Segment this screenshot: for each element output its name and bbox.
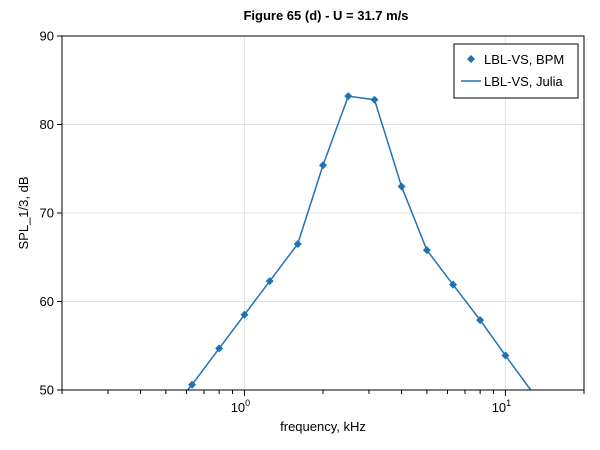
x-ticks: 100 101 <box>61 390 585 415</box>
x-axis-label: frequency, kHz <box>280 419 366 434</box>
data-point-bpm <box>293 239 302 248</box>
data-point-bpm <box>501 351 510 360</box>
data-point-bpm <box>397 182 406 191</box>
data-point-bpm <box>476 316 485 325</box>
data-point-bpm <box>344 92 353 101</box>
y-tick-label: 50 <box>40 383 54 398</box>
series-layer <box>186 92 532 390</box>
data-point-bpm <box>265 277 274 286</box>
legend: LBL-VS, BPM LBL-VS, Julia <box>453 43 579 99</box>
data-point-bpm <box>240 310 249 319</box>
data-point-bpm <box>215 344 224 353</box>
y-tick-label: 80 <box>40 117 54 132</box>
x-tick-label: 101 <box>492 398 511 415</box>
legend-marker-diamond <box>467 55 475 63</box>
y-ticks: 50 60 70 80 90 <box>40 29 62 398</box>
y-tick-label: 60 <box>40 294 54 309</box>
y-axis-label: SPL_1/3, dB <box>16 177 31 250</box>
chart-title: Figure 65 (d) - U = 31.7 m/s <box>243 8 408 23</box>
x-tick-label: 100 <box>231 398 250 415</box>
legend-entry-bpm: LBL-VS, BPM <box>484 52 564 67</box>
y-tick-label: 70 <box>40 206 54 221</box>
data-point-bpm <box>449 280 458 289</box>
data-point-bpm <box>319 161 327 170</box>
data-point-bpm <box>370 95 379 104</box>
data-point-bpm <box>422 246 431 255</box>
y-tick-label: 90 <box>40 29 54 44</box>
series-line-julia <box>186 95 532 390</box>
data-point-bpm <box>188 380 197 389</box>
legend-box <box>453 43 579 99</box>
legend-entry-julia: LBL-VS, Julia <box>484 74 564 89</box>
